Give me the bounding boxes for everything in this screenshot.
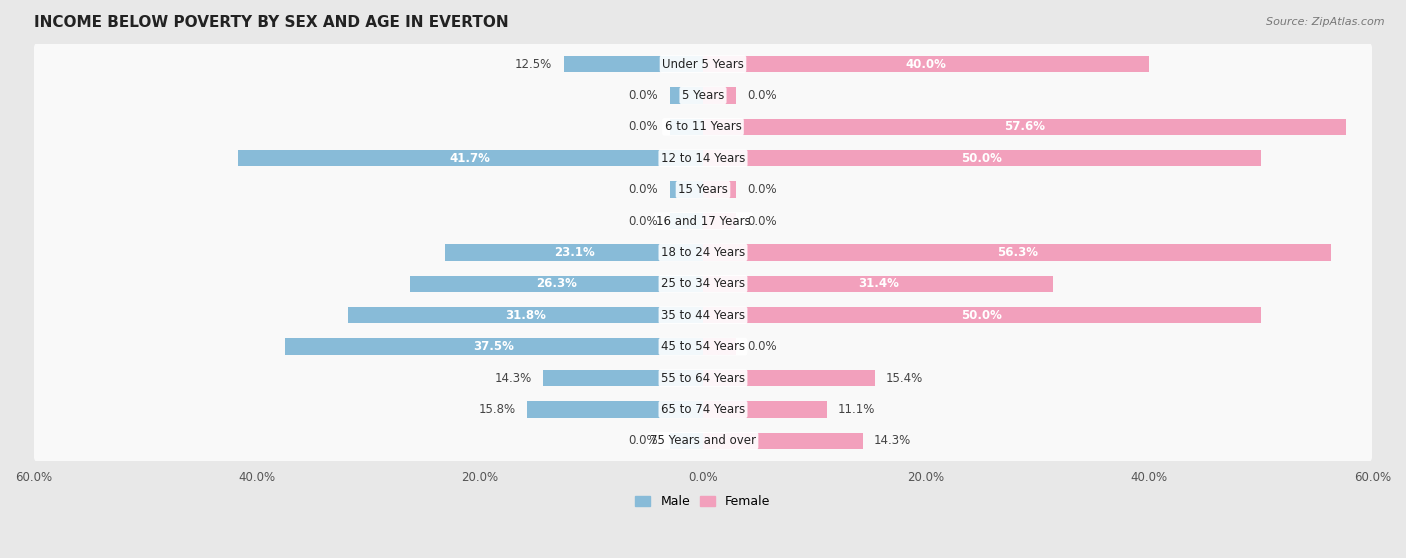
Text: 12 to 14 Years: 12 to 14 Years [661, 152, 745, 165]
Text: 57.6%: 57.6% [1004, 121, 1045, 133]
Bar [669, 213, 703, 229]
FancyBboxPatch shape [34, 420, 1372, 462]
Text: 56.3%: 56.3% [997, 246, 1038, 259]
Text: 23.1%: 23.1% [554, 246, 595, 259]
Bar [669, 87, 703, 104]
FancyBboxPatch shape [34, 137, 1372, 179]
Bar [284, 339, 703, 355]
Text: 0.0%: 0.0% [748, 214, 778, 228]
Legend: Male, Female: Male, Female [630, 490, 776, 513]
Text: 0.0%: 0.0% [748, 183, 778, 196]
FancyBboxPatch shape [34, 357, 1372, 399]
Text: 31.4%: 31.4% [858, 277, 898, 290]
Bar [669, 119, 703, 135]
Bar [703, 370, 875, 386]
FancyBboxPatch shape [34, 169, 1372, 211]
Text: 55 to 64 Years: 55 to 64 Years [661, 372, 745, 384]
Text: 45 to 54 Years: 45 to 54 Years [661, 340, 745, 353]
Text: 25 to 34 Years: 25 to 34 Years [661, 277, 745, 290]
Text: 0.0%: 0.0% [628, 183, 658, 196]
Bar [703, 276, 1053, 292]
Bar [703, 119, 1346, 135]
Text: 15.8%: 15.8% [478, 403, 516, 416]
FancyBboxPatch shape [34, 74, 1372, 117]
Text: 65 to 74 Years: 65 to 74 Years [661, 403, 745, 416]
Bar [703, 339, 737, 355]
Text: 35 to 44 Years: 35 to 44 Years [661, 309, 745, 322]
FancyBboxPatch shape [34, 294, 1372, 336]
Text: 50.0%: 50.0% [962, 309, 1002, 322]
Bar [703, 401, 827, 417]
Text: 14.3%: 14.3% [495, 372, 533, 384]
Text: 0.0%: 0.0% [748, 89, 778, 102]
Text: 6 to 11 Years: 6 to 11 Years [665, 121, 741, 133]
Bar [238, 150, 703, 166]
Bar [703, 432, 862, 449]
Bar [703, 307, 1261, 324]
Bar [446, 244, 703, 261]
Text: 50.0%: 50.0% [962, 152, 1002, 165]
FancyBboxPatch shape [34, 200, 1372, 242]
FancyBboxPatch shape [34, 43, 1372, 85]
Text: 15 Years: 15 Years [678, 183, 728, 196]
Bar [669, 432, 703, 449]
Bar [527, 401, 703, 417]
Bar [564, 56, 703, 72]
Text: 0.0%: 0.0% [628, 434, 658, 448]
Text: Source: ZipAtlas.com: Source: ZipAtlas.com [1267, 17, 1385, 27]
Bar [703, 244, 1331, 261]
Bar [349, 307, 703, 324]
FancyBboxPatch shape [34, 106, 1372, 148]
Text: 0.0%: 0.0% [628, 121, 658, 133]
Bar [669, 181, 703, 198]
FancyBboxPatch shape [34, 388, 1372, 430]
Text: 26.3%: 26.3% [536, 277, 576, 290]
Text: 0.0%: 0.0% [628, 214, 658, 228]
Text: 11.1%: 11.1% [838, 403, 876, 416]
Bar [703, 181, 737, 198]
Text: 15.4%: 15.4% [886, 372, 924, 384]
Bar [544, 370, 703, 386]
Text: 18 to 24 Years: 18 to 24 Years [661, 246, 745, 259]
Text: 75 Years and over: 75 Years and over [650, 434, 756, 448]
Text: 5 Years: 5 Years [682, 89, 724, 102]
Text: 31.8%: 31.8% [505, 309, 546, 322]
Text: INCOME BELOW POVERTY BY SEX AND AGE IN EVERTON: INCOME BELOW POVERTY BY SEX AND AGE IN E… [34, 15, 508, 30]
Text: 40.0%: 40.0% [905, 57, 946, 70]
Text: 12.5%: 12.5% [515, 57, 553, 70]
FancyBboxPatch shape [34, 325, 1372, 368]
Bar [703, 150, 1261, 166]
Bar [703, 213, 737, 229]
FancyBboxPatch shape [34, 232, 1372, 273]
Text: Under 5 Years: Under 5 Years [662, 57, 744, 70]
Text: 16 and 17 Years: 16 and 17 Years [655, 214, 751, 228]
Text: 14.3%: 14.3% [873, 434, 911, 448]
Text: 0.0%: 0.0% [628, 89, 658, 102]
Bar [703, 56, 1149, 72]
Text: 41.7%: 41.7% [450, 152, 491, 165]
Bar [703, 87, 737, 104]
Bar [409, 276, 703, 292]
Text: 0.0%: 0.0% [748, 340, 778, 353]
Text: 37.5%: 37.5% [474, 340, 515, 353]
FancyBboxPatch shape [34, 263, 1372, 305]
